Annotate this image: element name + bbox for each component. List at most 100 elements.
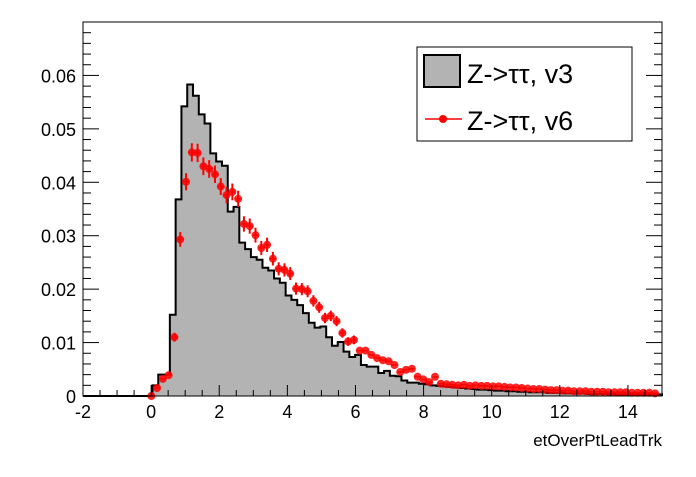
v6-data-point	[349, 335, 358, 345]
v6-marker	[535, 385, 544, 394]
v6-data-point	[205, 160, 214, 178]
v6-marker	[477, 381, 486, 390]
v6-marker	[575, 387, 584, 396]
y-tick-label: 0	[66, 387, 76, 407]
v6-marker	[546, 386, 555, 395]
legend-label-v6: Z->ττ, v6	[467, 106, 573, 136]
v6-marker	[355, 346, 364, 355]
v6-data-point	[430, 372, 439, 381]
legend-swatch-v3	[423, 54, 461, 88]
v6-data-point	[245, 218, 254, 234]
v6-data-point	[315, 301, 324, 313]
v6-marker	[309, 296, 318, 305]
v6-marker	[494, 382, 503, 391]
y-tick-label: 0.06	[41, 66, 76, 86]
y-tick-label: 0.03	[41, 227, 76, 247]
v6-marker	[182, 177, 191, 186]
y-tick-label: 0.01	[41, 334, 76, 354]
v6-marker	[228, 187, 237, 196]
v6-marker	[436, 379, 445, 388]
v6-marker	[442, 380, 451, 389]
v6-data-point	[210, 165, 219, 183]
v6-marker	[465, 381, 474, 390]
v6-data-point	[361, 346, 370, 355]
v6-marker	[651, 389, 660, 398]
v6-marker	[153, 383, 162, 392]
v6-marker	[170, 333, 179, 342]
legend-label-v3: Z->ττ, v3	[467, 59, 573, 89]
v6-marker	[529, 385, 538, 394]
v6-marker	[216, 182, 225, 191]
v6-marker	[500, 382, 509, 391]
v6-marker	[633, 388, 642, 397]
v6-data-point	[164, 371, 173, 380]
x-tick-label: 0	[146, 402, 156, 422]
v6-marker	[205, 164, 214, 173]
v6-marker	[286, 269, 295, 278]
v6-data-point	[309, 295, 318, 307]
v6-data-point	[182, 173, 191, 191]
v6-data-point	[153, 383, 162, 392]
v6-data-point	[407, 364, 416, 373]
y-tick-label: 0.04	[41, 173, 76, 193]
v6-data-point	[292, 282, 301, 295]
v6-marker	[187, 148, 196, 157]
v6-marker	[448, 380, 457, 389]
v6-marker	[488, 382, 497, 391]
v6-data-point	[158, 374, 167, 383]
v6-marker	[210, 170, 219, 179]
v6-data-point	[170, 332, 179, 342]
v6-marker	[593, 387, 602, 396]
v6-marker	[193, 148, 202, 157]
v6-data-point	[228, 183, 237, 201]
v6-marker	[158, 374, 167, 383]
v6-marker	[517, 383, 526, 392]
v6-marker	[454, 381, 463, 390]
v6-marker	[338, 328, 347, 337]
v6-data-point	[280, 263, 289, 277]
x-axis-label: etOverPtLeadTrk	[533, 431, 662, 450]
v6-data-point	[326, 310, 335, 322]
v6-data-point	[268, 251, 277, 266]
v6-marker	[581, 387, 590, 396]
v6-marker	[332, 317, 341, 326]
v6-marker	[598, 387, 607, 396]
v6-marker	[425, 378, 434, 387]
v3-histogram-fill	[83, 84, 662, 397]
v6-marker	[280, 265, 289, 274]
v6-marker	[407, 364, 416, 373]
v6-marker	[627, 388, 636, 397]
v6-data-point	[338, 328, 347, 338]
x-tick-label: 8	[419, 402, 429, 422]
v6-data-point	[216, 178, 225, 196]
x-tick-label: 4	[282, 402, 292, 422]
v6-marker	[315, 303, 324, 312]
v6-data-point	[384, 357, 393, 366]
y-tick-label: 0.05	[41, 120, 76, 140]
v6-data-point	[286, 267, 295, 281]
v6-data-point	[303, 285, 312, 298]
v6-marker	[292, 284, 301, 293]
v6-marker	[164, 371, 173, 380]
x-tick-label: 14	[618, 402, 638, 422]
v6-marker	[384, 357, 393, 366]
x-tick-label: 10	[482, 402, 502, 422]
legend: Z->ττ, v3 Z->ττ, v6	[416, 46, 633, 142]
v6-marker	[234, 194, 243, 203]
v6-data-point	[234, 190, 243, 208]
v6-marker	[610, 388, 619, 397]
v6-data-point	[193, 143, 202, 163]
v6-marker	[430, 372, 439, 381]
legend-marker-v6	[439, 115, 447, 123]
v6-marker	[483, 381, 492, 390]
v6-marker	[245, 222, 254, 231]
v6-marker	[616, 388, 625, 397]
v6-marker	[361, 346, 370, 355]
v6-marker	[251, 231, 260, 240]
x-tick-label: 2	[214, 402, 224, 422]
x-tick-label: -2	[75, 402, 91, 422]
v6-marker	[552, 386, 561, 395]
v6-marker	[326, 311, 335, 320]
